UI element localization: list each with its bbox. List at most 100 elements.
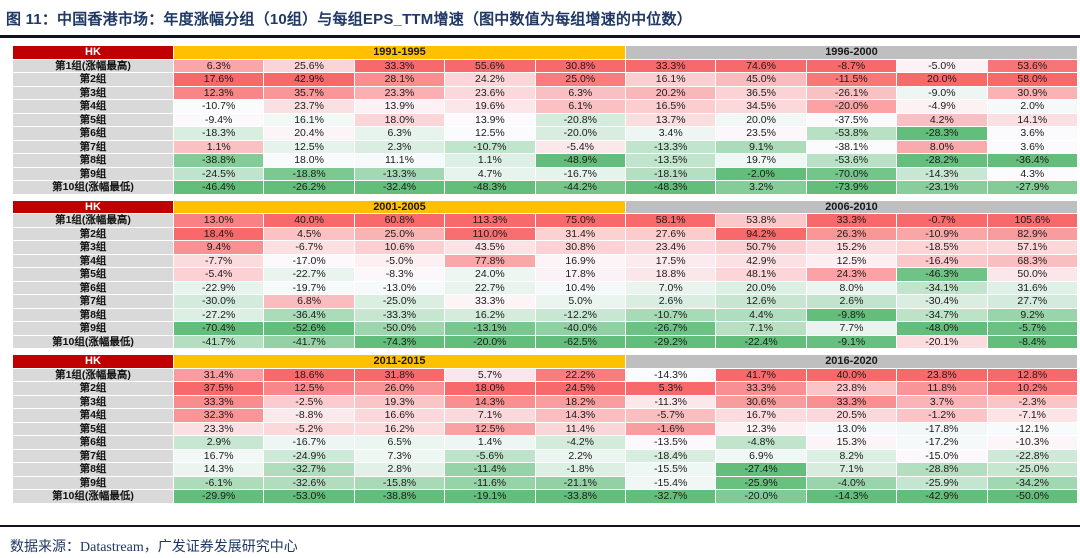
row-label: 第5组: [13, 422, 173, 435]
value-cell: 74.6%: [716, 59, 806, 72]
value-cell: 35.7%: [264, 86, 354, 99]
value-cell: 20.0%: [716, 281, 806, 294]
row-label: 第3组: [13, 395, 173, 408]
value-cell: -27.9%: [987, 181, 1077, 194]
value-cell: 4.7%: [445, 167, 535, 180]
row-label: 第3组: [13, 86, 173, 99]
value-cell: 14.3%: [174, 463, 264, 476]
value-cell: -2.5%: [264, 395, 354, 408]
value-cell: -15.5%: [626, 463, 716, 476]
value-cell: 42.9%: [716, 254, 806, 267]
value-cell: 11.8%: [897, 382, 987, 395]
period-header-left: 2001-2005: [174, 200, 625, 213]
value-cell: 50.0%: [987, 268, 1077, 281]
value-cell: 6.9%: [716, 449, 806, 462]
value-cell: 31.4%: [535, 227, 625, 240]
value-cell: 53.6%: [987, 59, 1077, 72]
value-cell: -1.6%: [626, 422, 716, 435]
value-cell: -26.7%: [626, 322, 716, 335]
value-cell: 10.4%: [535, 281, 625, 294]
period-block-2001-2010: HK 2001-2005 2006-2010 第1组(涨幅最高) 13.0% 40.…: [13, 200, 1077, 348]
row-label: 第8组: [13, 463, 173, 476]
value-cell: 2.6%: [806, 295, 897, 308]
value-cell: -62.5%: [535, 335, 625, 348]
value-cell: -16.4%: [897, 254, 987, 267]
value-cell: -25.9%: [897, 476, 987, 489]
value-cell: 4.5%: [264, 227, 354, 240]
value-cell: -8.4%: [987, 335, 1077, 348]
row-label: 第4组: [13, 409, 173, 422]
value-cell: 31.4%: [174, 368, 264, 381]
value-cell: -48.9%: [535, 154, 625, 167]
period-header-right: 1996-2000: [626, 46, 1077, 59]
value-cell: -33.3%: [354, 308, 445, 321]
value-cell: 20.2%: [626, 86, 716, 99]
value-cell: 27.7%: [987, 295, 1077, 308]
value-cell: -48.3%: [445, 181, 535, 194]
value-cell: -36.4%: [987, 154, 1077, 167]
value-cell: 3.2%: [716, 181, 806, 194]
value-cell: 57.1%: [987, 241, 1077, 254]
value-cell: -18.1%: [626, 167, 716, 180]
value-cell: -48.0%: [897, 322, 987, 335]
value-cell: 23.3%: [354, 86, 445, 99]
value-cell: 3.6%: [987, 140, 1077, 153]
row-label: 第1组(涨幅最高): [13, 59, 173, 72]
value-cell: -46.4%: [174, 181, 264, 194]
value-cell: 5.3%: [626, 382, 716, 395]
value-cell: 17.6%: [174, 73, 264, 86]
value-cell: 7.3%: [354, 449, 445, 462]
value-cell: 19.6%: [445, 100, 535, 113]
value-cell: -13.1%: [445, 322, 535, 335]
heatmap-grid: HK 1991-1995 1996-2000 第1组(涨幅最高) 6.3% 25.6…: [13, 46, 1077, 194]
row-label: 第1组(涨幅最高): [13, 214, 173, 227]
value-cell: -74.3%: [354, 335, 445, 348]
value-cell: -23.1%: [897, 181, 987, 194]
value-cell: 19.7%: [716, 154, 806, 167]
value-cell: -8.3%: [354, 268, 445, 281]
value-cell: 23.8%: [806, 382, 897, 395]
value-cell: -25.9%: [716, 476, 806, 489]
value-cell: -22.7%: [264, 268, 354, 281]
value-cell: -17.0%: [264, 254, 354, 267]
value-cell: 25.6%: [264, 59, 354, 72]
value-cell: -40.0%: [535, 322, 625, 335]
value-cell: -10.7%: [174, 100, 264, 113]
value-cell: 18.0%: [264, 154, 354, 167]
row-label: 第5组: [13, 268, 173, 281]
value-cell: 2.0%: [987, 100, 1077, 113]
value-cell: -34.1%: [897, 281, 987, 294]
value-cell: -38.1%: [806, 140, 897, 153]
value-cell: 77.8%: [445, 254, 535, 267]
value-cell: -8.8%: [264, 409, 354, 422]
value-cell: 6.3%: [354, 127, 445, 140]
value-cell: 1.1%: [445, 154, 535, 167]
value-cell: -14.3%: [626, 368, 716, 381]
value-cell: -15.4%: [626, 476, 716, 489]
value-cell: 2.3%: [354, 140, 445, 153]
heatmap-grid: HK 2011-2015 2016-2020 第1组(涨幅最高) 31.4% 18.…: [13, 355, 1077, 503]
value-cell: 48.1%: [716, 268, 806, 281]
value-cell: 26.3%: [806, 227, 897, 240]
value-cell: 16.6%: [354, 409, 445, 422]
value-cell: 16.2%: [445, 308, 535, 321]
value-cell: -7.1%: [987, 409, 1077, 422]
value-cell: -26.1%: [806, 86, 897, 99]
value-cell: -7.7%: [174, 254, 264, 267]
value-cell: 9.2%: [987, 308, 1077, 321]
value-cell: 4.2%: [897, 113, 987, 126]
value-cell: 33.3%: [626, 59, 716, 72]
value-cell: 14.3%: [535, 409, 625, 422]
value-cell: 8.0%: [806, 281, 897, 294]
value-cell: 12.8%: [987, 368, 1077, 381]
row-label: 第7组: [13, 449, 173, 462]
value-cell: -32.4%: [354, 181, 445, 194]
value-cell: -28.3%: [897, 127, 987, 140]
figure-title: 图 11：中国香港市场：年度涨幅分组（10组）与每组EPS_TTM增速（图中数值…: [6, 11, 692, 28]
value-cell: -13.5%: [626, 154, 716, 167]
value-cell: 68.3%: [987, 254, 1077, 267]
footer-divider: [0, 524, 1080, 527]
value-cell: 16.7%: [174, 449, 264, 462]
value-cell: -17.2%: [897, 436, 987, 449]
